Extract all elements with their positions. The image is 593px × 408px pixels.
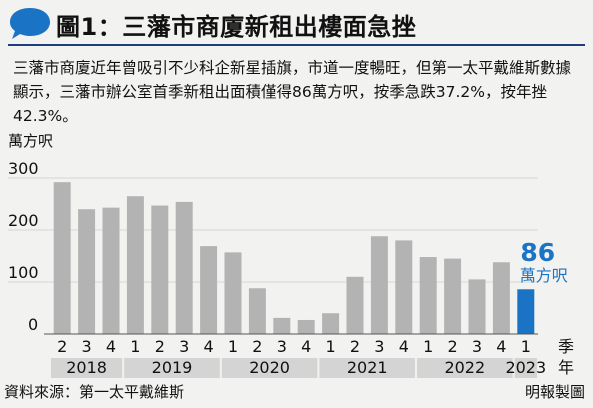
chart-title-row: 圖1：三藩市商廈新租出樓面急挫 <box>8 6 585 41</box>
x-tick-label: 3 <box>472 337 482 356</box>
bar <box>370 236 388 334</box>
y-tick-label: 300 <box>8 159 39 178</box>
year-band <box>417 358 513 378</box>
x-tick-label: 2 <box>448 337 458 356</box>
bar <box>468 279 486 334</box>
highlight-value-label: 86 <box>520 238 555 267</box>
x-tick-label: 1 <box>228 337 238 356</box>
bar <box>322 313 340 334</box>
y-tick-label: 100 <box>8 263 39 282</box>
bar <box>151 205 169 334</box>
year-label: 2021 <box>347 358 388 377</box>
year-label: 2022 <box>444 358 485 377</box>
x-axis-quarter-label: 季 <box>558 337 574 356</box>
x-tick-label: 2 <box>57 337 67 356</box>
source-note: 資料來源：第一太平戴維斯 <box>4 383 185 401</box>
bar <box>200 246 218 334</box>
x-tick-label: 3 <box>277 337 287 356</box>
chart-description: 三藩市商廈近年曾吸引不少科企新星插旗，市道一度暢旺，但第一太平戴維斯數據顯示，三… <box>13 59 572 125</box>
x-tick-label: 4 <box>301 337 311 356</box>
x-tick-label: 1 <box>423 337 433 356</box>
x-tick-label: 3 <box>179 337 189 356</box>
bar <box>53 182 71 334</box>
highlight-unit-label: 萬方呎 <box>520 266 568 285</box>
year-band <box>514 358 537 378</box>
bar <box>102 207 120 334</box>
chart-title: 圖1：三藩市商廈新租出樓面急挫 <box>56 13 417 41</box>
x-tick-label: 4 <box>399 337 409 356</box>
x-tick-label: 2 <box>350 337 360 356</box>
y-tick-label: 200 <box>8 211 39 230</box>
bar <box>224 252 242 334</box>
year-label: 2020 <box>249 358 290 377</box>
year-band <box>221 358 318 378</box>
y-tick-label: 0 <box>28 315 38 334</box>
x-tick-label: 3 <box>374 337 384 356</box>
bar <box>126 196 144 334</box>
x-axis-year-label: 年 <box>558 358 574 377</box>
speech-bubble-icon <box>10 8 50 39</box>
bar <box>492 262 510 334</box>
y-axis-unit-label: 萬方呎 <box>8 132 54 150</box>
x-tick-label: 1 <box>130 337 140 356</box>
year-band <box>51 358 123 378</box>
bar <box>273 317 291 334</box>
year-label: 2023 <box>505 358 546 377</box>
year-band <box>319 358 415 378</box>
x-tick-label: 1 <box>521 337 531 356</box>
bar <box>395 240 413 334</box>
x-tick-label: 4 <box>204 337 214 356</box>
x-tick-label: 1 <box>326 337 336 356</box>
title-divider <box>8 44 585 46</box>
bar <box>175 201 193 334</box>
bar <box>297 319 315 334</box>
x-tick-label: 3 <box>82 337 92 356</box>
bar <box>248 288 266 334</box>
bar <box>346 276 364 334</box>
year-band <box>124 358 220 378</box>
bar <box>419 257 437 334</box>
credit-note: 明報製圖 <box>524 383 585 401</box>
bar-highlight <box>517 289 535 334</box>
x-tick-label: 2 <box>155 337 165 356</box>
x-tick-label: 2 <box>252 337 262 356</box>
year-label: 2019 <box>152 358 193 377</box>
x-tick-label: 4 <box>106 337 116 356</box>
year-label: 2018 <box>66 358 107 377</box>
bar <box>444 258 462 334</box>
x-tick-label: 4 <box>496 337 506 356</box>
bar <box>78 209 96 334</box>
